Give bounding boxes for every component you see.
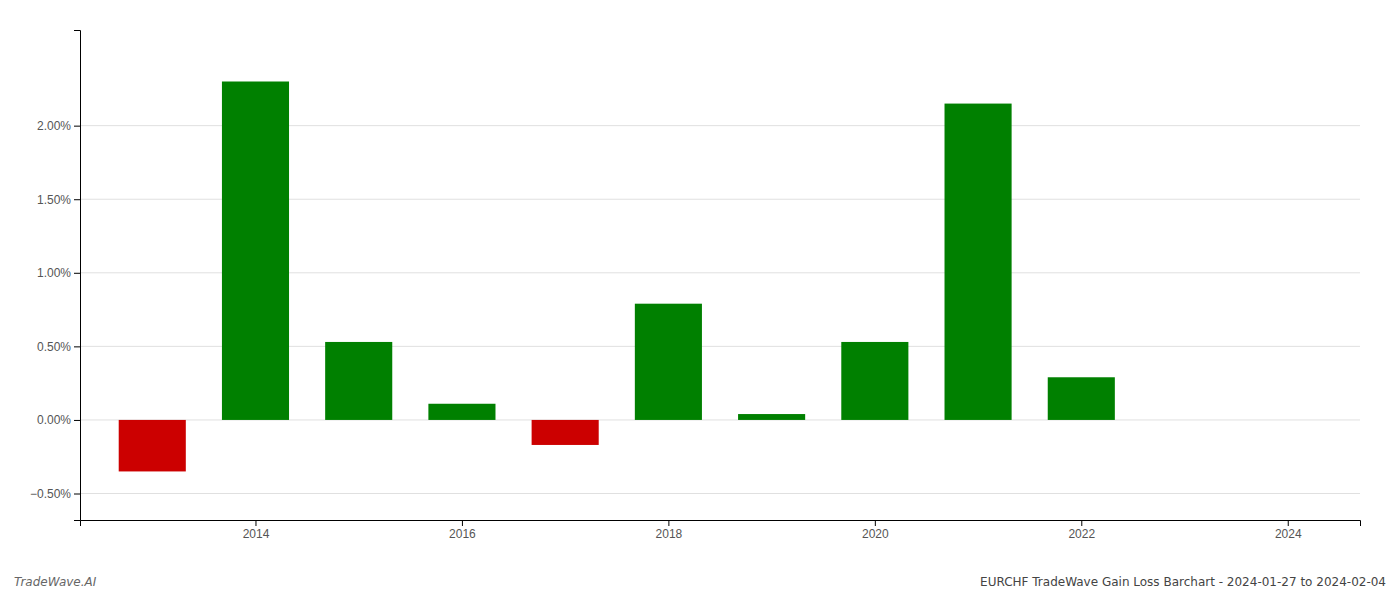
x-tick: 2018 bbox=[656, 520, 683, 541]
bar bbox=[532, 420, 599, 445]
y-tick: −0.50% bbox=[30, 487, 80, 501]
plot-area: −0.50%0.00%0.50%1.00%1.50%2.00%201420162… bbox=[30, 31, 1361, 541]
y-tick-label: 1.00% bbox=[37, 266, 71, 280]
x-tick-label: 2022 bbox=[1068, 527, 1095, 541]
y-axis-line bbox=[74, 31, 81, 521]
bar bbox=[222, 82, 289, 420]
x-tick: 2016 bbox=[449, 520, 476, 541]
x-tick-mark bbox=[462, 520, 463, 526]
bar bbox=[325, 342, 392, 420]
x-tick-label: 2024 bbox=[1275, 527, 1302, 541]
x-tick-mark bbox=[255, 520, 256, 526]
y-tick: 1.50% bbox=[37, 193, 80, 207]
y-tick-mark bbox=[74, 420, 80, 421]
y-tick-mark bbox=[74, 346, 80, 347]
x-tick: 2014 bbox=[243, 520, 270, 541]
y-tick: 1.00% bbox=[37, 266, 80, 280]
bar bbox=[1151, 419, 1218, 420]
x-axis-line bbox=[81, 521, 1361, 527]
bar bbox=[841, 342, 908, 420]
y-tick: 2.00% bbox=[37, 119, 80, 133]
grid-line bbox=[80, 493, 1360, 494]
x-tick-label: 2018 bbox=[656, 527, 683, 541]
bar bbox=[738, 414, 805, 420]
y-axis: −0.50% 0.00% 0.50% 1.00% 1.50% 2.00% bbox=[30, 31, 81, 521]
y-tick: 0.50% bbox=[37, 340, 80, 354]
bar bbox=[945, 104, 1012, 420]
x-tick-mark bbox=[1288, 520, 1289, 526]
x-tick-label: 2020 bbox=[862, 527, 889, 541]
x-tick-mark bbox=[668, 520, 669, 526]
y-tick-label: 0.50% bbox=[37, 340, 71, 354]
bar bbox=[119, 420, 186, 472]
y-tick-label: −0.50% bbox=[30, 487, 71, 501]
x-tick-label: 2014 bbox=[243, 527, 270, 541]
bar bbox=[1048, 377, 1115, 420]
bar bbox=[428, 404, 495, 420]
y-tick-mark bbox=[74, 273, 80, 274]
watermark: TradeWave.AI bbox=[14, 575, 97, 589]
x-tick-mark bbox=[1081, 520, 1082, 526]
y-tick-mark bbox=[74, 126, 80, 127]
x-tick-mark bbox=[875, 520, 876, 526]
y-tick-label: 2.00% bbox=[37, 119, 71, 133]
y-tick: 0.00% bbox=[37, 413, 80, 427]
title: EURCHF TradeWave Gain Loss Barchart - 20… bbox=[980, 575, 1386, 589]
bars bbox=[119, 82, 1115, 472]
x-tick: 2022 bbox=[1068, 520, 1095, 541]
x-tick: 2020 bbox=[862, 520, 889, 541]
x-tick: 2024 bbox=[1275, 520, 1302, 541]
x-tick-label: 2016 bbox=[449, 527, 476, 541]
x-axis: 2014 2016 2018 2020 2022 2024 bbox=[81, 520, 1361, 541]
chart: −0.50%0.00%0.50%1.00%1.50%2.00%201420162… bbox=[0, 0, 1400, 600]
y-tick-mark bbox=[74, 494, 80, 495]
bar bbox=[635, 304, 702, 420]
y-tick-label: 0.00% bbox=[37, 413, 71, 427]
y-tick-mark bbox=[74, 199, 80, 200]
y-tick-label: 1.50% bbox=[37, 193, 71, 207]
